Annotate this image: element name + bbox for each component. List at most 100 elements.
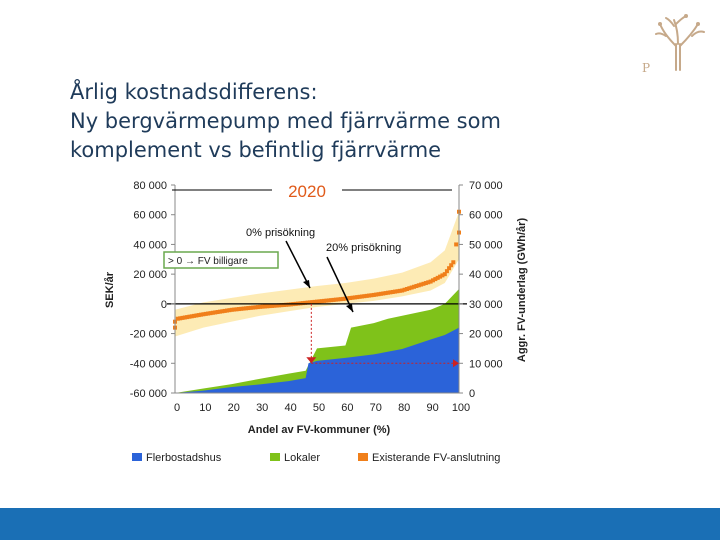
y-left-tick-label: -40 000 xyxy=(130,358,167,370)
existerande-point xyxy=(333,297,338,302)
y-right-tick-label: 0 xyxy=(469,388,475,400)
title-line-2: Ny bergvärmepump med fjärrvärme som xyxy=(70,109,501,133)
existerande-point xyxy=(244,306,248,311)
existerande-point xyxy=(362,294,367,299)
title-line-1: Årlig kostnadsdifferens: xyxy=(70,80,318,104)
existerande-point xyxy=(430,278,435,283)
legend-label: Flerbostadshus xyxy=(146,452,222,464)
existerande-point xyxy=(225,308,230,313)
existerande-point xyxy=(336,297,341,302)
existerande-point xyxy=(222,308,227,313)
existerande-point xyxy=(386,290,390,295)
existerande-point xyxy=(251,305,256,310)
existerande-point xyxy=(319,299,324,304)
existerande-point xyxy=(369,293,374,298)
y-left-tick-label: 80 000 xyxy=(133,180,167,192)
year-label-box xyxy=(272,176,342,202)
existerande-point xyxy=(187,314,192,319)
existerande-point xyxy=(310,300,315,305)
existerande-point xyxy=(400,288,405,293)
existerande-point xyxy=(210,310,215,315)
tree-logo-icon: P xyxy=(642,14,705,74)
existerande-point xyxy=(196,313,201,318)
existerande-point xyxy=(404,287,409,291)
existerande-point xyxy=(393,289,398,294)
existerande-point xyxy=(241,306,246,311)
existerande-point xyxy=(378,291,383,296)
x-tick-label: 80 xyxy=(398,402,410,414)
existerande-point xyxy=(270,303,275,308)
existerande-point xyxy=(348,296,353,301)
existerande-point xyxy=(272,303,277,308)
existerande-point xyxy=(343,296,348,301)
y-axis-left-title: SEK/år xyxy=(104,271,116,308)
existerande-point xyxy=(426,280,431,285)
slide-title: Årlig kostnadsdifferens: Ny bergvärmepum… xyxy=(70,78,630,165)
x-tick-label: 90 xyxy=(426,402,438,414)
existerande-point xyxy=(220,309,225,314)
existerande-point xyxy=(402,287,407,292)
existerande-point xyxy=(217,309,222,314)
existerande-point xyxy=(374,292,379,297)
x-tick-label: 60 xyxy=(341,402,353,414)
x-axis-title: Andel av FV-kommuner (%) xyxy=(248,424,391,436)
existerande-point xyxy=(317,299,322,304)
legend-label: Lokaler xyxy=(284,452,320,464)
existerande-point xyxy=(246,306,251,311)
existerande-point xyxy=(312,299,317,304)
year-label: 2020 xyxy=(288,182,326,201)
chart-area: 80 000 60 000 40 000 20 000 0 -20 000 -40 000 -… xyxy=(104,176,528,464)
existerande-point xyxy=(234,307,239,312)
footer-bar xyxy=(0,508,720,540)
existerande-point xyxy=(189,314,194,319)
existerande-point xyxy=(185,315,190,320)
existerande-point xyxy=(451,260,456,265)
x-tick-label: 50 xyxy=(313,402,325,414)
tick-layer: 80 000 60 000 40 000 20 000 0 -20 000 -40 000 -… xyxy=(104,180,528,436)
y-right-tick-label: 60 000 xyxy=(469,210,503,222)
existerande-point xyxy=(442,272,447,277)
area-layer xyxy=(175,289,459,393)
y-left-tick-label: -60 000 xyxy=(130,388,167,400)
existerande-point xyxy=(201,312,206,317)
existerande-point xyxy=(248,305,253,310)
existerande-point xyxy=(322,298,327,303)
existerande-point xyxy=(178,316,183,321)
existerande-point xyxy=(438,274,443,279)
existerande-point xyxy=(281,302,286,307)
existerande-point xyxy=(215,310,220,315)
title-line-3: komplement vs befintlig fjärrvärme xyxy=(70,138,442,162)
existerande-point xyxy=(232,307,237,312)
y-left-tick-label: 40 000 xyxy=(133,239,167,251)
existerande-point xyxy=(421,281,426,286)
existerande-point xyxy=(350,295,355,300)
existerande-point xyxy=(267,304,272,309)
existerande-point xyxy=(449,263,454,268)
x-tick-label: 10 xyxy=(199,402,211,414)
existerande-point xyxy=(255,305,260,310)
annotation-0-percent: 0% prisökning xyxy=(246,227,315,239)
existerande-point xyxy=(371,292,376,297)
y-right-tick-label: 30 000 xyxy=(469,299,503,311)
existerande-point xyxy=(367,293,372,298)
existerande-point xyxy=(227,308,232,313)
existerande-point xyxy=(277,303,282,308)
existerande-point xyxy=(203,311,208,316)
legend-swatch xyxy=(132,453,142,461)
existerande-point xyxy=(419,282,424,287)
y-axis-right-title: Aggr. FV-underlag (GWh/år) xyxy=(516,218,528,363)
existerande-point xyxy=(206,311,211,316)
existerande-point xyxy=(199,312,204,317)
existerande-point xyxy=(435,275,440,280)
existerande-point xyxy=(180,315,185,320)
existerande-point xyxy=(315,299,319,304)
y-right-tick-label: 40 000 xyxy=(469,269,503,281)
legend-swatch xyxy=(270,453,280,461)
existerande-point xyxy=(236,307,241,312)
existerande-point xyxy=(447,266,452,271)
existerande-point xyxy=(409,285,414,290)
x-tick-label: 100 xyxy=(452,402,470,414)
y-left-tick-label: 60 000 xyxy=(133,210,167,222)
y-right-tick-label: 20 000 xyxy=(469,329,503,341)
annotation-arrow-0 xyxy=(285,240,311,289)
